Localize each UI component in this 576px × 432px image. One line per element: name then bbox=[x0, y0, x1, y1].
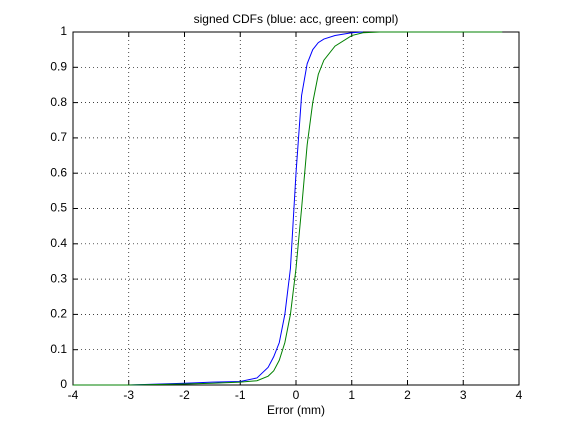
x-tick-label: 2 bbox=[404, 388, 411, 402]
y-tick-label: 0.7 bbox=[50, 130, 67, 144]
x-tick-label: 1 bbox=[348, 388, 355, 402]
y-tick-label: 0.8 bbox=[50, 95, 67, 109]
data-line bbox=[73, 31, 363, 386]
x-tick-label: 0 bbox=[293, 388, 300, 402]
x-tick-label: 4 bbox=[516, 388, 523, 402]
data-line bbox=[73, 31, 503, 386]
x-tick-label: -4 bbox=[68, 388, 79, 402]
x-tick-label: -3 bbox=[123, 388, 134, 402]
y-tick-label: 0.2 bbox=[50, 307, 67, 321]
x-axis-label: Error (mm) bbox=[267, 403, 325, 417]
plot-frame bbox=[72, 31, 520, 386]
y-tick-label: 1 bbox=[60, 24, 67, 38]
x-tick-label: -1 bbox=[235, 388, 246, 402]
x-tick-label: -2 bbox=[179, 388, 190, 402]
x-tick-label: 3 bbox=[460, 388, 467, 402]
y-tick-label: 0.5 bbox=[50, 201, 67, 215]
y-tick-label: 0.3 bbox=[50, 271, 67, 285]
y-tick-label: 0.6 bbox=[50, 165, 67, 179]
y-tick-label: 0.9 bbox=[50, 59, 67, 73]
chart-title: signed CDFs (blue: acc, green: compl) bbox=[194, 12, 399, 26]
y-tick-label: 0.4 bbox=[50, 236, 67, 250]
y-tick-label: 0.1 bbox=[50, 342, 67, 356]
y-tick-label: 0 bbox=[60, 377, 67, 391]
